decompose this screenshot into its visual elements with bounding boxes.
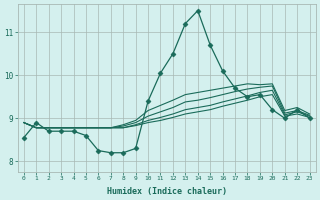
X-axis label: Humidex (Indice chaleur): Humidex (Indice chaleur) — [107, 187, 227, 196]
